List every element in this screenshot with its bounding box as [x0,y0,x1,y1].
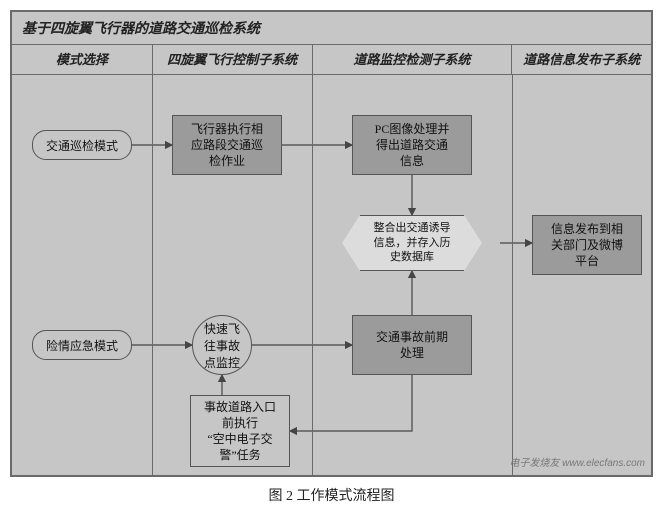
node-mode2: 险情应急模式 [32,330,132,360]
flowchart-frame: 基于四旋翼飞行器的道路交通巡检系统 模式选择四旋翼飞行控制子系统道路监控检测子系… [10,10,653,477]
node-ctrl2: 快速飞往事故点监控 [192,315,252,375]
column-header: 模式选择 [12,45,152,74]
column-divider [312,75,313,475]
node-det1: PC图像处理并得出道路交通信息 [352,115,472,175]
edge [290,375,412,431]
node-ctrl1: 飞行器执行相应路段交通巡检作业 [172,115,282,175]
column-header: 四旋翼飞行控制子系统 [152,45,312,74]
node-hex: 整合出交通诱导信息，并存入历史数据库 [342,215,482,271]
diagram-title: 基于四旋翼飞行器的道路交通巡检系统 [12,12,651,45]
column-divider [512,75,513,475]
column-header: 道路信息发布子系统 [511,45,651,74]
watermark: 电子发烧友 www.elecfans.com [509,454,645,469]
figure-caption: 图 2 工作模式流程图 [10,485,653,505]
column-divider [152,75,153,475]
node-mode1: 交通巡检模式 [32,130,132,160]
column-header: 道路监控检测子系统 [312,45,512,74]
node-pub: 信息发布到相关部门及微博平台 [532,215,642,275]
column-headers: 模式选择四旋翼飞行控制子系统道路监控检测子系统道路信息发布子系统 [12,45,651,75]
node-det2: 交通事故前期处理 [352,315,472,375]
title-text: 基于四旋翼飞行器的道路交通巡检系统 [22,18,260,38]
diagram-body: 交通巡检模式险情应急模式 飞行器执行相应路段交通巡检作业快速飞往事故点监控 PC图像… [12,75,651,475]
node-det3: 事故道路入口前执行“空中电子交警”任务 [190,395,290,467]
